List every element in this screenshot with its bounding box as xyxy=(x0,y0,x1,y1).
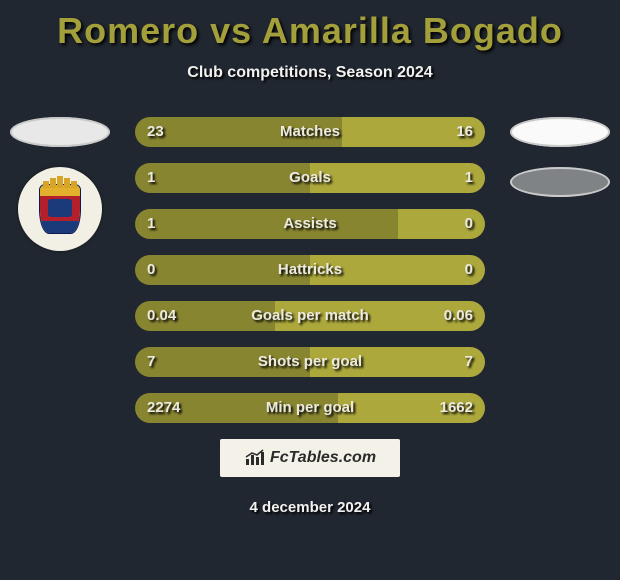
shield-icon xyxy=(39,184,81,234)
stat-row: 11Goals xyxy=(135,163,485,193)
content-area: 2316Matches 11Goals 10Assists 00Hattricks 0.… xyxy=(0,117,620,423)
stat-label: Matches xyxy=(135,117,485,147)
chart-icon xyxy=(244,449,266,467)
date-label: 4 december 2024 xyxy=(0,499,620,516)
stat-row: 00Hattricks xyxy=(135,255,485,285)
stat-row: 10Assists xyxy=(135,209,485,239)
stat-label: Assists xyxy=(135,209,485,239)
player-badge-left xyxy=(10,117,110,147)
footer: FcTables.com xyxy=(0,439,620,477)
stat-label: Goals xyxy=(135,163,485,193)
stat-label: Hattricks xyxy=(135,255,485,285)
stat-row: 77Shots per goal xyxy=(135,347,485,377)
stat-label: Goals per match xyxy=(135,301,485,331)
page-subtitle: Club competitions, Season 2024 xyxy=(0,64,620,82)
stat-label: Min per goal xyxy=(135,393,485,423)
brand-box: FcTables.com xyxy=(220,439,400,477)
stat-label: Shots per goal xyxy=(135,347,485,377)
brand-text: FcTables.com xyxy=(270,449,376,466)
stat-row: 2316Matches xyxy=(135,117,485,147)
crown-icon xyxy=(43,176,77,188)
stat-row: 22741662Min per goal xyxy=(135,393,485,423)
stats-bars: 2316Matches 11Goals 10Assists 00Hattricks 0.… xyxy=(135,117,485,423)
club-badge-right xyxy=(510,167,610,197)
page-title: Romero vs Amarilla Bogado xyxy=(0,0,620,52)
club-badge-left xyxy=(18,167,102,251)
stat-row: 0.040.06Goals per match xyxy=(135,301,485,331)
player-badge-right xyxy=(510,117,610,147)
